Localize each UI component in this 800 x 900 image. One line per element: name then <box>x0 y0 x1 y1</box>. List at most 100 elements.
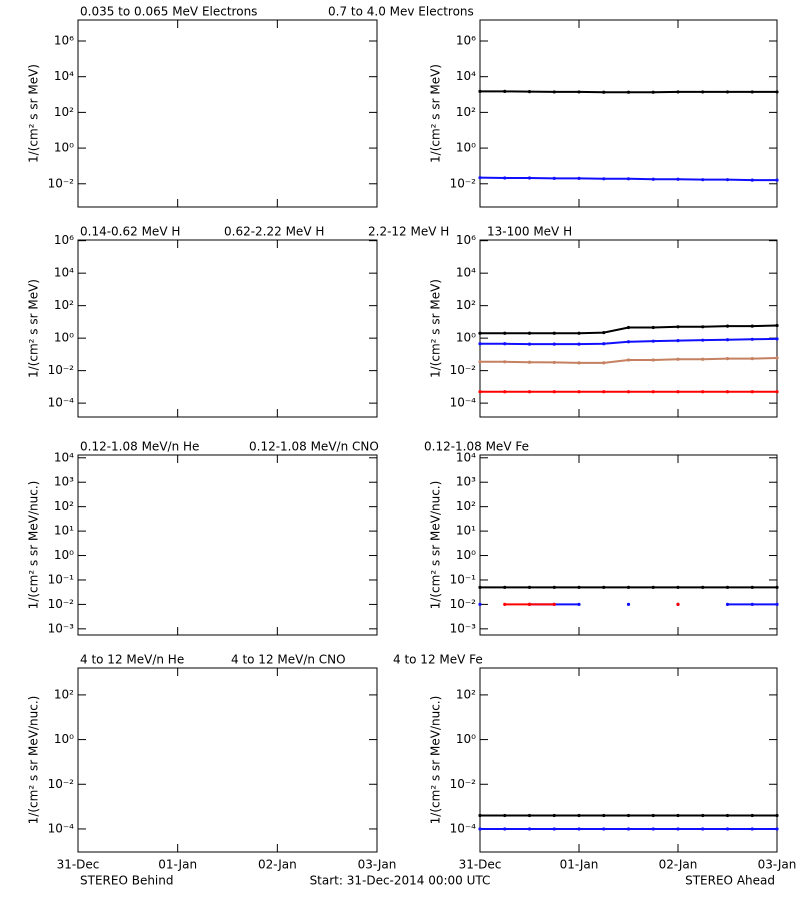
y-tick-label: 10⁻² <box>48 176 75 190</box>
y-tick-label: 10⁶ <box>54 33 74 47</box>
y-tick-label: 10² <box>456 499 476 513</box>
data-point <box>701 390 705 394</box>
legend-label: 4 to 12 MeV/n He <box>80 653 184 667</box>
legend-label: 0.12-1.08 MeV/n He <box>80 440 199 454</box>
y-tick-label: 10³ <box>456 475 476 489</box>
data-point <box>701 585 705 589</box>
legend-label: 0.7 to 4.0 Mev Electrons <box>328 5 474 19</box>
legend-label: 4 to 12 MeV/n CNO <box>231 653 346 667</box>
x-tick-label: 31-Dec <box>57 858 100 872</box>
data-point <box>651 813 655 818</box>
data-point <box>651 585 655 589</box>
plot-frame <box>77 667 378 853</box>
data-point <box>577 602 581 607</box>
data-point <box>775 323 779 328</box>
data-point <box>676 325 680 329</box>
y-tick-label: 10⁻⁴ <box>450 396 477 410</box>
y-tick-label: 10⁰ <box>54 548 74 562</box>
data-point <box>478 602 482 607</box>
data-point <box>676 357 680 361</box>
data-point <box>577 176 581 181</box>
data-point <box>775 602 779 607</box>
data-point <box>725 357 730 361</box>
data-point <box>527 813 532 818</box>
data-point <box>626 90 631 94</box>
data-point <box>676 90 680 94</box>
legend-label: 0.12-1.08 MeV Fe <box>424 440 529 454</box>
data-point <box>701 357 705 361</box>
data-point <box>577 342 581 346</box>
data-point <box>478 360 482 364</box>
data-point <box>602 813 606 818</box>
data-point <box>527 360 532 364</box>
data-point <box>626 390 631 394</box>
data-point <box>676 177 680 181</box>
data-point <box>503 342 507 346</box>
y-tick-label: 10⁻¹ <box>450 572 477 586</box>
data-point <box>552 585 556 589</box>
data-point <box>676 339 680 343</box>
x-tick-label: 01-Jan <box>560 858 599 872</box>
data-point <box>552 602 556 607</box>
y-tick-label: 10⁰ <box>456 548 476 562</box>
data-point <box>503 813 507 818</box>
data-point <box>527 90 532 94</box>
data-point <box>602 585 606 589</box>
y-axis-label: 1/(cm² s sr MeV/nuc.) <box>27 481 41 610</box>
data-point <box>750 357 754 361</box>
data-point <box>577 331 581 335</box>
data-point <box>527 827 532 831</box>
y-tick-label: 10² <box>54 687 74 701</box>
y-tick-label: 10¹ <box>456 524 476 538</box>
y-tick-label: 10⁶ <box>456 233 476 247</box>
y-tick-label: 10² <box>54 105 74 119</box>
data-point <box>478 390 482 394</box>
x-tick-label: 31-Dec <box>459 858 502 872</box>
y-tick-label: 10⁻² <box>450 597 477 611</box>
data-point <box>552 331 556 335</box>
data-point <box>775 390 779 394</box>
y-tick-label: 10⁴ <box>456 266 476 280</box>
data-point <box>527 585 532 589</box>
data-point <box>626 813 631 818</box>
y-tick-label: 10⁻² <box>450 176 477 190</box>
plot-frame <box>479 239 778 418</box>
data-point <box>552 342 556 346</box>
data-point <box>478 89 482 93</box>
data-point <box>577 585 581 589</box>
y-tick-label: 10⁻² <box>48 597 75 611</box>
data-point <box>626 358 631 362</box>
y-tick-label: 10⁻⁴ <box>48 821 75 835</box>
data-point <box>725 585 730 589</box>
data-point <box>527 390 532 394</box>
data-point <box>602 361 606 365</box>
y-tick-label: 10² <box>456 298 476 312</box>
data-point <box>527 331 532 335</box>
x-tick-label: 02-Jan <box>258 858 297 872</box>
plot-frame <box>479 667 778 853</box>
data-point <box>750 585 754 589</box>
data-point <box>626 340 631 344</box>
data-point <box>503 176 507 180</box>
y-tick-label: 10⁻² <box>450 777 477 791</box>
y-axis-label: 1/(cm² s sr MeV) <box>429 279 443 378</box>
footer-center: Start: 31-Dec-2014 00:00 UTC <box>310 874 491 888</box>
data-point <box>775 337 779 341</box>
data-point <box>701 90 705 94</box>
data-point <box>676 813 680 818</box>
data-point <box>651 177 655 181</box>
y-tick-label: 10² <box>54 298 74 312</box>
data-point <box>552 827 556 831</box>
y-tick-label: 10⁰ <box>54 331 74 345</box>
y-tick-label: 10² <box>456 687 476 701</box>
plot-frame <box>77 19 378 208</box>
plot-frame <box>479 19 778 208</box>
data-point <box>626 585 631 589</box>
data-point <box>478 342 482 346</box>
y-tick-label: 10⁴ <box>54 450 74 464</box>
plot-frame <box>479 454 778 636</box>
y-tick-label: 10¹ <box>54 524 74 538</box>
plot-frame <box>77 239 378 418</box>
y-tick-label: 10⁰ <box>54 141 74 155</box>
data-point <box>651 325 655 330</box>
